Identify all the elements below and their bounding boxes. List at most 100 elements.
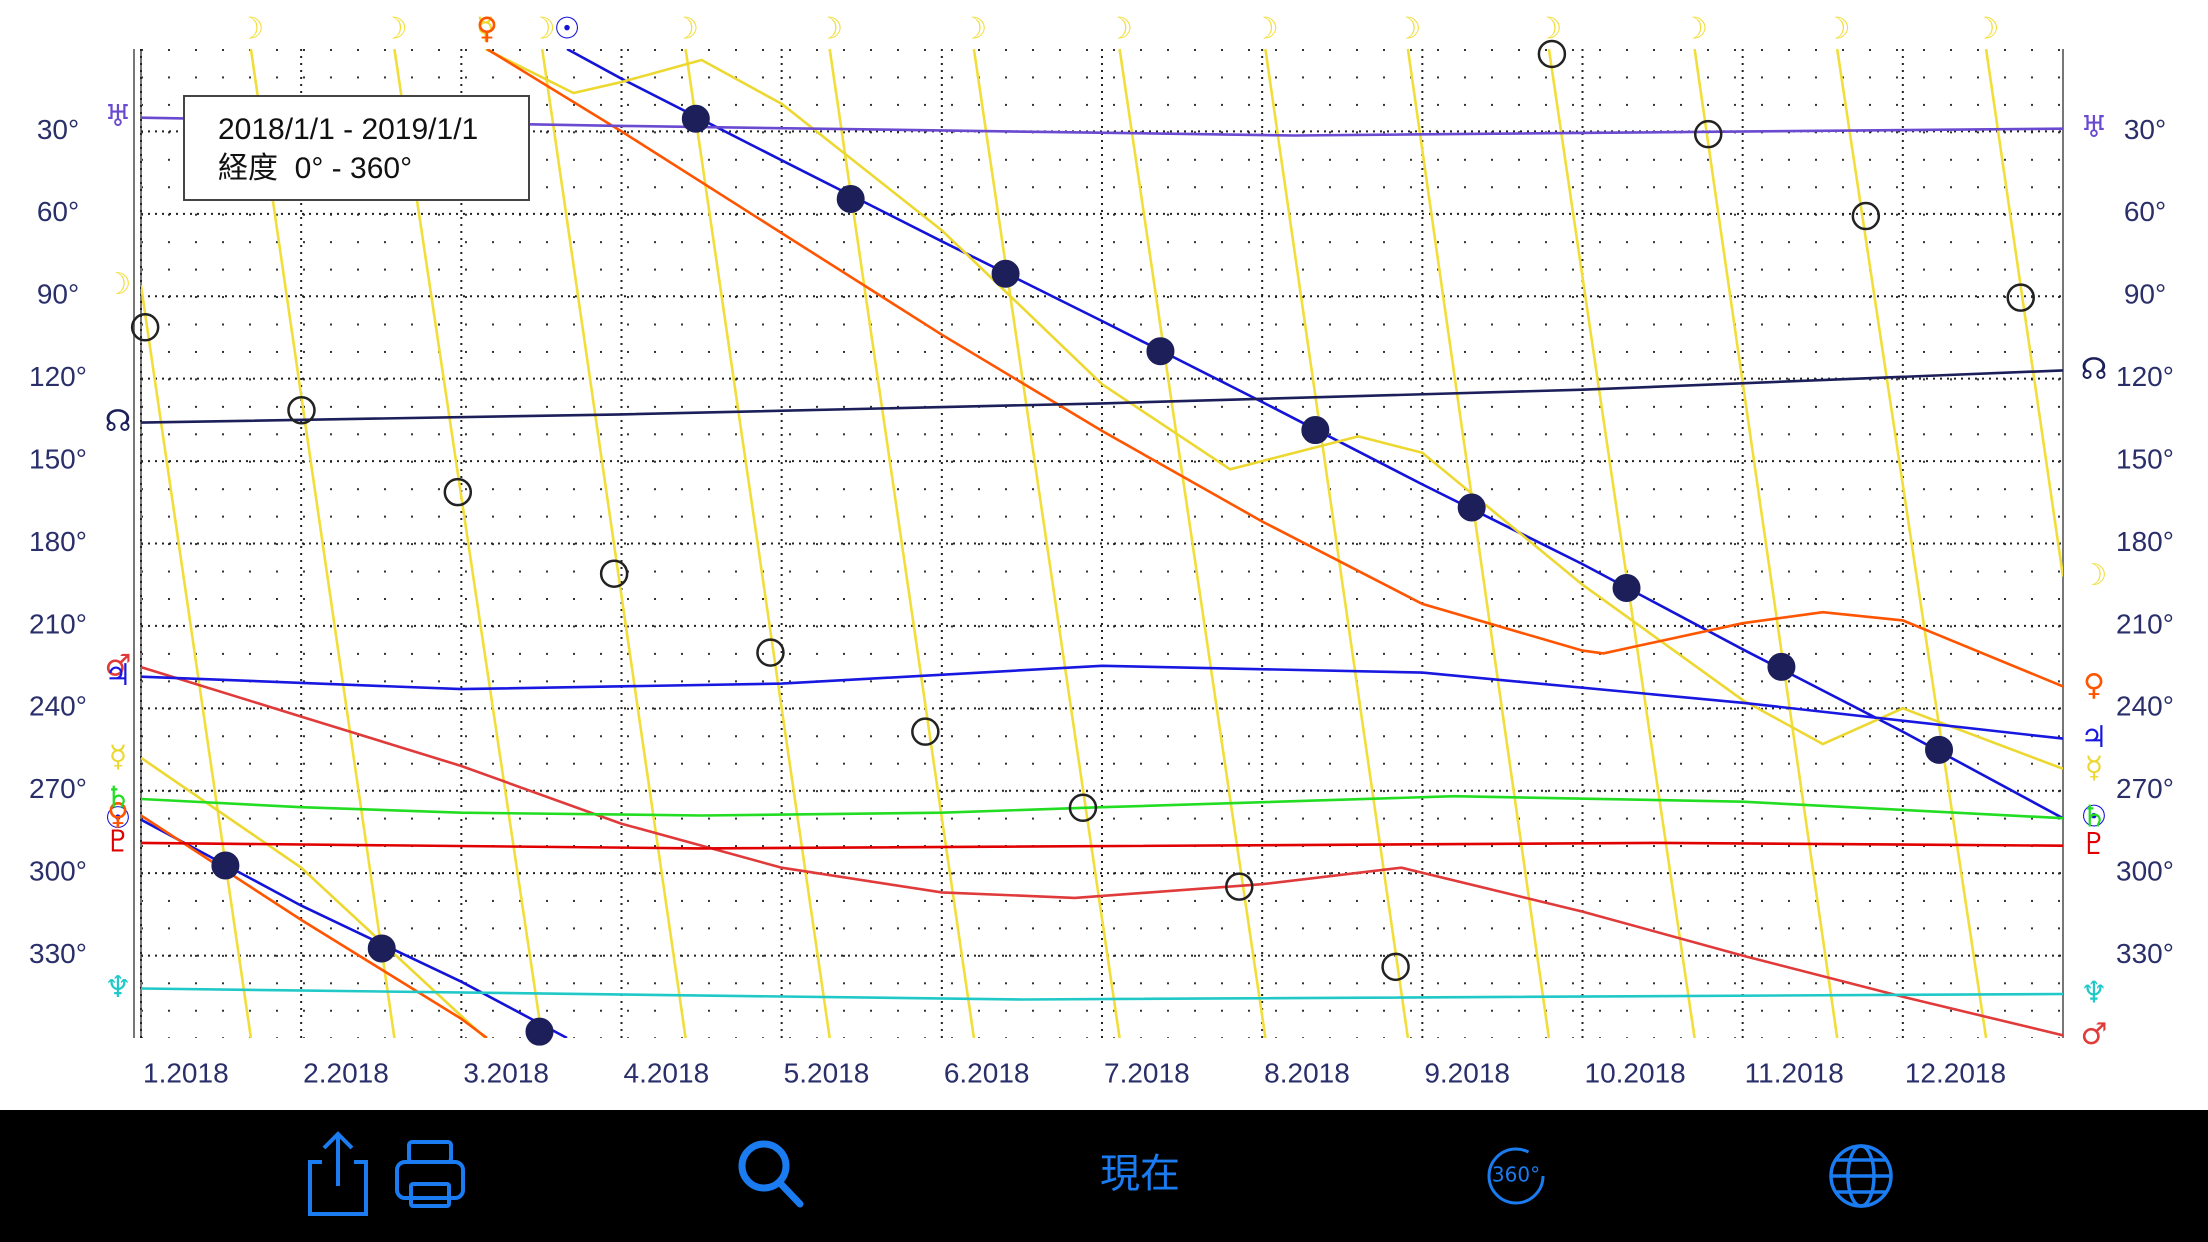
- planet-glyph: ♂: [105, 649, 132, 684]
- planet-glyph: ☽: [529, 12, 556, 47]
- y-tick-label-right: 150°: [2116, 443, 2174, 474]
- new-moon-marker: [367, 934, 396, 963]
- y-tick-label-right: 210°: [2116, 608, 2174, 639]
- x-tick-label: 12.2018: [1905, 1057, 2006, 1088]
- series-lines: [141, 49, 2063, 1038]
- planet-glyph: ♂: [2081, 1017, 2108, 1052]
- planet-glyph: ☉: [2081, 800, 2108, 835]
- series-line: [141, 664, 2063, 740]
- search-button[interactable]: [738, 1140, 804, 1208]
- now-button[interactable]: 現在: [1100, 1151, 1180, 1197]
- x-tick-label: 11.2018: [1745, 1057, 1844, 1088]
- planet-glyph: ☽: [1535, 12, 1562, 47]
- y-tick-label-right: 300°: [2116, 856, 2174, 887]
- planet-glyph: ☽: [1394, 12, 1421, 47]
- labels: 30° 30° 60° 60° 90° 90° 120° 120° 150° 150° 180° 18…: [29, 12, 2174, 1089]
- new-moon-marker: [211, 851, 240, 880]
- rotate-ring: [1487, 1147, 1545, 1205]
- full-moon-marker: [1068, 793, 1098, 823]
- x-tick-label: 3.2018: [463, 1057, 549, 1088]
- planet-glyph: ☽: [237, 12, 264, 47]
- y-tick-label: 180°: [29, 526, 87, 557]
- y-tick-label: 150°: [29, 443, 87, 474]
- full-moon-marker: [1851, 201, 1881, 231]
- planet-glyph: ☽: [1973, 12, 2000, 47]
- y-tick-label-right: 180°: [2116, 526, 2174, 557]
- planet-glyph: ♆: [2081, 976, 2108, 1011]
- new-moon-marker: [1457, 493, 1486, 522]
- x-tick-label: 10.2018: [1585, 1057, 1686, 1088]
- planet-glyph: ♅: [2081, 110, 2108, 145]
- share-button[interactable]: [308, 1131, 368, 1216]
- series-line: [141, 841, 2063, 850]
- series-line: [141, 369, 2063, 424]
- y-tick-label-right: 30°: [2124, 114, 2166, 145]
- planet-glyph: ♃: [105, 658, 132, 693]
- y-tick-label: 240°: [29, 691, 87, 722]
- new-moon-marker: [1301, 416, 1330, 445]
- new-moon-marker: [525, 1017, 554, 1046]
- grid: [140, 49, 2063, 1038]
- full-moon-marker: [756, 638, 785, 667]
- planet-glyph: ♀: [476, 12, 498, 47]
- planet-glyph: ☽: [672, 12, 699, 47]
- full-moon-marker: [1381, 952, 1410, 982]
- full-moon-marker: [443, 477, 473, 507]
- planet-glyph: ☽: [2081, 558, 2108, 593]
- y-tick-label: 30°: [37, 114, 79, 145]
- print-button[interactable]: [395, 1140, 465, 1208]
- y-tick-label-right: 60°: [2124, 196, 2166, 227]
- y-tick-label-right: 270°: [2116, 773, 2174, 804]
- new-moon-marker: [991, 259, 1020, 288]
- planet-glyph: ☉: [554, 12, 581, 47]
- rotate-360-button[interactable]: 360°: [1487, 1147, 1545, 1205]
- y-tick-label: 210°: [29, 608, 87, 639]
- range-box: 2018/1/1 - 2019/1/1 経度 0° - 360°: [183, 95, 530, 201]
- y-tick-label: 90°: [37, 279, 79, 310]
- series-line: [141, 49, 2063, 1038]
- planet-glyph: ☉: [105, 801, 132, 836]
- rotate-label: 360°: [1492, 1163, 1540, 1187]
- search-lens: [738, 1140, 790, 1192]
- full-moon-marker: [1225, 872, 1254, 901]
- planet-glyph: ☽: [1252, 12, 1279, 47]
- planet-glyph: ♇: [105, 824, 132, 859]
- planet-glyph: ☽: [105, 267, 132, 302]
- full-moon-marker: [130, 313, 160, 342]
- new-moon-marker: [1925, 735, 1954, 764]
- planet-glyph: ☊: [2081, 352, 2108, 387]
- range-box-frame: [183, 95, 530, 201]
- planet-glyph: ☽: [1824, 12, 1851, 47]
- planet-glyph: ♄: [2081, 800, 2108, 835]
- planet-glyph: ☊: [105, 404, 132, 439]
- y-tick-label: 60°: [37, 196, 79, 227]
- full-moon-marker: [911, 717, 940, 746]
- planet-glyph: ☽: [816, 12, 843, 47]
- planet-glyph: ♄: [105, 780, 132, 815]
- longitude-range: 経度 0° - 360°: [218, 152, 412, 185]
- planet-glyph: ☿: [109, 739, 127, 774]
- globe-button[interactable]: [1829, 1144, 1893, 1208]
- x-tick-label: 1.2018: [143, 1057, 229, 1088]
- series-line: [141, 665, 2063, 1037]
- globe-parallels: [1836, 1158, 1886, 1194]
- new-moon-marker: [681, 104, 710, 133]
- search-handle: [776, 1179, 804, 1208]
- planet-glyph: ☿: [2085, 750, 2103, 785]
- full-moon-marker: [1693, 119, 1723, 149]
- new-moon-marker: [836, 184, 865, 213]
- share-box: [308, 1160, 368, 1216]
- x-tick-label: 5.2018: [784, 1057, 870, 1088]
- planet-glyph: ♇: [2081, 827, 2108, 862]
- print-tray: [409, 1182, 451, 1208]
- x-tick-label: 7.2018: [1104, 1057, 1190, 1088]
- new-moon-marker: [1612, 574, 1641, 603]
- full-moon-marker: [599, 559, 629, 588]
- x-tick-label: 4.2018: [624, 1057, 710, 1088]
- x-tick-label: 9.2018: [1424, 1057, 1510, 1088]
- y-tick-label: 120°: [29, 361, 87, 392]
- planet-glyph: ♀: [107, 797, 129, 832]
- share-arrow: [322, 1131, 354, 1186]
- series-line: [141, 987, 2063, 1001]
